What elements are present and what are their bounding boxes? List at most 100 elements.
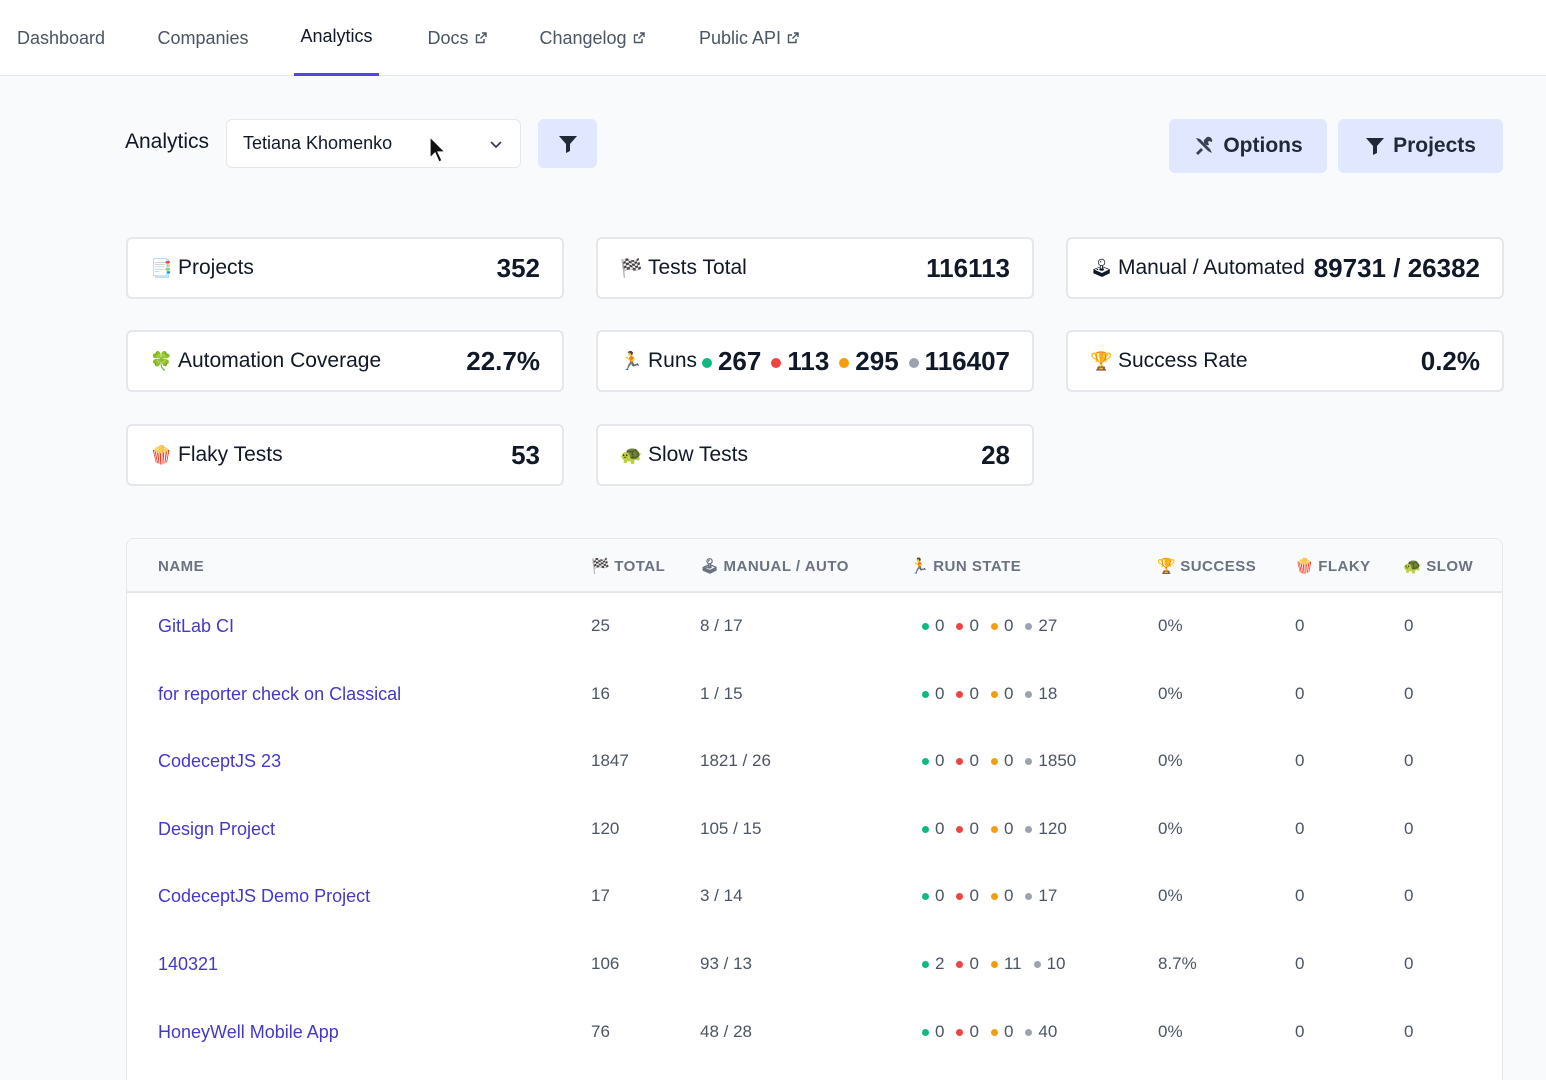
manual-auto-cell: 93 / 13 [700, 954, 752, 973]
column-header-manual-auto[interactable]: 🕹 MANUAL / AUTO [700, 539, 849, 593]
total-cell: 25 [591, 616, 610, 635]
runs-pending-value: 116407 [924, 345, 1010, 376]
table-row[interactable]: GitLab CI 25 8 / 17 0 0 0 27 0% 0 0 [127, 592, 1502, 660]
tab-public-api[interactable]: Public API [697, 0, 801, 76]
run-state-value: 0 [935, 616, 945, 635]
mouse-cursor-icon [429, 136, 446, 163]
run-state-failed: 0 [956, 1022, 979, 1042]
run-state-value: 0 [969, 1022, 979, 1041]
success-cell: 8.7% [1158, 954, 1197, 973]
run-state-passed: 0 [922, 684, 944, 704]
flaky-cell: 0 [1295, 954, 1305, 973]
failed-dot-icon [771, 357, 782, 368]
run-state-cell: 0 0 0 1850 [922, 727, 1076, 795]
stat-value: 89731 / 26382 [1313, 252, 1480, 283]
run-state-value: 17 [1038, 886, 1058, 905]
project-name-link[interactable]: 140321 [158, 953, 219, 974]
runs-skipped: 295 [839, 346, 899, 377]
column-header-total[interactable]: 🏁 TOTAL [591, 539, 665, 593]
passed-dot-icon [922, 757, 929, 765]
stat-label: Automation Coverage [178, 349, 382, 372]
options-button[interactable]: Options [1169, 119, 1327, 173]
project-name-link[interactable]: for reporter check on Classical [158, 683, 402, 704]
run-state-failed: 0 [956, 886, 979, 906]
runs-passed: 267 [701, 345, 762, 377]
run-state-cell: 0 0 0 17 [922, 862, 1057, 930]
runs-failed-value: 113 [787, 345, 830, 376]
run-state-failed: 0 [956, 616, 979, 636]
turtle-icon: 🐢 [1403, 558, 1423, 575]
skipped-dot-icon [839, 357, 850, 368]
project-name-link[interactable]: CodeceptJS 23 [158, 750, 282, 771]
popcorn-icon: 🍿 [150, 444, 173, 465]
column-header-success[interactable]: 🏆 SUCCESS [1157, 539, 1256, 593]
column-header-run-state[interactable]: 🏃 RUN STATE [910, 539, 1021, 593]
projects-filter-button[interactable]: Projects [1338, 119, 1503, 173]
tab-analytics[interactable]: Analytics [294, 0, 379, 76]
column-header-name[interactable]: NAME [158, 557, 205, 575]
skipped-dot-icon [990, 622, 998, 630]
pending-dot-icon [1025, 1028, 1033, 1036]
skipped-dot-icon [990, 690, 998, 698]
stat-card-flaky-tests: 🍿 Flaky Tests 53 [126, 424, 564, 486]
run-state-cell: 0 0 0 120 [922, 795, 1067, 863]
runs-passed-value: 267 [717, 345, 762, 376]
project-name-link[interactable]: Design Project [158, 818, 276, 839]
table-row[interactable]: 140321 106 93 / 13 2 0 11 10 8.7% 0 0 [127, 930, 1502, 998]
table-row[interactable]: CodeceptJS Demo Project 17 3 / 14 0 0 0 17 0% 0 0 [127, 862, 1502, 930]
run-state-value: 40 [1038, 1022, 1058, 1041]
user-select-value: Tetiana Khomenko [243, 133, 393, 153]
skipped-dot-icon [990, 892, 998, 900]
slow-cell: 0 [1404, 684, 1414, 703]
page-title: Analytics [125, 130, 210, 153]
pending-dot-icon [1025, 825, 1033, 833]
flaky-cell: 0 [1295, 684, 1305, 703]
run-state-failed: 0 [956, 954, 979, 974]
skipped-dot-icon [990, 960, 998, 968]
stat-card-slow-tests: 🐢 Slow Tests 28 [596, 424, 1034, 486]
tab-companies[interactable]: Companies [157, 0, 249, 76]
passed-dot-icon [922, 825, 929, 833]
success-cell: 0% [1158, 886, 1183, 905]
run-state-failed: 0 [956, 751, 979, 771]
external-link-icon [787, 32, 799, 44]
run-state-cell: 0 0 0 27 [922, 592, 1057, 660]
run-state-cell: 0 0 0 40 [922, 998, 1057, 1066]
project-name-link[interactable]: CodeceptJS Demo Project [158, 885, 371, 906]
run-state-value: 0 [1003, 819, 1014, 838]
run-state-value: 0 [935, 1022, 945, 1041]
column-header-flaky[interactable]: 🍿 FLAKY [1295, 539, 1371, 593]
table-row[interactable]: for reporter check on Classical 16 1 / 15 0… [127, 660, 1502, 728]
run-state-value: 0 [969, 886, 979, 905]
flaky-cell: 0 [1295, 751, 1305, 770]
run-state-value: 0 [935, 684, 945, 703]
filter-button[interactable] [538, 119, 597, 168]
column-header-slow[interactable]: 🐢 SLOW [1403, 539, 1473, 593]
tab-label: Analytics [300, 26, 373, 46]
user-select[interactable]: Tetiana Khomenko [226, 119, 521, 168]
stat-card-runs: 🏃 Runs 267 113 295 116407 [596, 330, 1034, 392]
table-row[interactable]: CodeceptJS 23 1847 1821 / 26 0 0 0 1850 0% 0 0 [127, 727, 1502, 795]
table-row[interactable]: Design Project 120 105 / 15 0 0 0 120 0% 0 0 [127, 795, 1502, 863]
runner-icon: 🏃 [910, 558, 930, 575]
tab-changelog[interactable]: Changelog [538, 0, 646, 76]
run-state-value: 2 [935, 954, 945, 973]
failed-dot-icon [956, 622, 964, 630]
project-name-link[interactable]: GitLab CI [158, 615, 235, 636]
external-link-icon [475, 32, 487, 44]
table-row[interactable]: HoneyWell Mobile App 76 48 / 28 0 0 0 40 0% 0 0 [127, 998, 1502, 1066]
checkered-flag-icon: 🏁 [591, 558, 611, 575]
tab-docs[interactable]: Docs [426, 0, 488, 76]
run-state-pending: 17 [1025, 886, 1057, 906]
manual-auto-cell: 105 / 15 [700, 819, 762, 838]
run-state-cell: 2 0 11 10 [922, 930, 1066, 998]
run-state-skipped: 0 [990, 616, 1013, 636]
slow-cell: 0 [1404, 1022, 1414, 1041]
manual-auto-cell: 3 / 14 [700, 886, 743, 905]
tab-dashboard[interactable]: Dashboard [16, 0, 106, 76]
failed-dot-icon [956, 825, 964, 833]
project-name-link[interactable]: HoneyWell Mobile App [158, 1021, 339, 1042]
run-state-value: 120 [1038, 819, 1067, 838]
run-state-passed: 2 [922, 954, 944, 974]
joystick-icon: 🕹 [700, 558, 720, 575]
